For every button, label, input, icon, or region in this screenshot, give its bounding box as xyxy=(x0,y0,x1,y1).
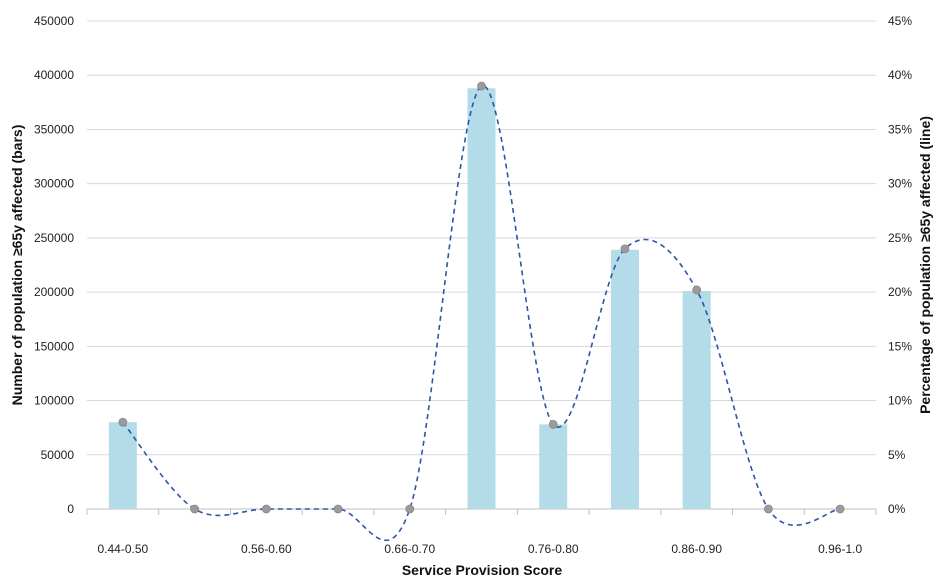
line-marker xyxy=(548,420,558,429)
y2-tick-label: 45% xyxy=(888,14,912,28)
y-tick-label: 0 xyxy=(67,502,74,516)
y2-tick-label: 20% xyxy=(888,285,912,299)
y-tick-label: 400000 xyxy=(34,68,74,82)
line-marker xyxy=(190,504,199,514)
x-axis-tick-labels: 0.44-0.50 0.56-0.60 0.66-0.70 0.76-0.80 0.86… xyxy=(98,542,863,556)
y2-tick-label: 15% xyxy=(888,339,912,353)
y-tick-label: 250000 xyxy=(34,231,74,245)
y-tick-label: 300000 xyxy=(34,177,74,191)
line-markers xyxy=(118,81,845,514)
line-marker xyxy=(333,504,343,514)
line-marker xyxy=(620,244,630,254)
line-marker xyxy=(692,285,702,295)
y-tick-label: 200000 xyxy=(34,285,74,299)
y-tick-label: 150000 xyxy=(34,339,74,353)
x-tick-label: 0.76-0.80 xyxy=(528,542,579,556)
y2-tick-label: 5% xyxy=(888,448,906,462)
y-tick-label: 100000 xyxy=(34,394,74,408)
left-axis-tick-labels: 0 50000 100000 150000 200000 250000 300000 3500… xyxy=(34,14,74,516)
bar-series xyxy=(108,88,711,509)
y2-tick-label: 25% xyxy=(888,231,912,245)
line-marker xyxy=(835,504,845,514)
bar xyxy=(108,422,137,509)
percentage-line xyxy=(122,85,841,542)
x-tick-label: 0.96-1.0 xyxy=(818,542,862,556)
bar xyxy=(610,249,639,509)
y2-tick-label: 30% xyxy=(888,177,912,191)
line-marker xyxy=(405,504,415,514)
x-axis-title: Service Provision Score xyxy=(402,562,563,578)
bar xyxy=(539,424,568,509)
bar xyxy=(682,291,711,509)
x-axis-minor-ticks xyxy=(86,509,877,515)
y2-tick-label: 10% xyxy=(888,394,912,408)
y-tick-label: 50000 xyxy=(41,448,75,462)
y-tick-label: 350000 xyxy=(34,122,74,136)
y2-tick-label: 0% xyxy=(888,502,906,516)
x-tick-label: 0.44-0.50 xyxy=(98,542,149,556)
line-marker xyxy=(764,504,773,514)
x-tick-label: 0.56-0.60 xyxy=(241,542,292,556)
y2-tick-label: 35% xyxy=(888,122,912,136)
line-marker xyxy=(477,81,486,91)
bar xyxy=(467,88,496,509)
y2-tick-label: 40% xyxy=(888,68,912,82)
line-marker xyxy=(261,504,271,514)
y-tick-label: 450000 xyxy=(34,14,74,28)
y2-axis-title: Percentage of population ≥65y affected (… xyxy=(917,116,933,414)
x-tick-label: 0.86-0.90 xyxy=(671,542,722,556)
right-axis-tick-labels: 0% 5% 10% 15% 20% 25% 30% 35% 40% 45% xyxy=(888,14,912,516)
y-axis-title: Number of population ≥65y affected (bars… xyxy=(9,125,25,406)
line-marker xyxy=(118,417,128,427)
x-tick-label: 0.66-0.70 xyxy=(384,542,435,556)
